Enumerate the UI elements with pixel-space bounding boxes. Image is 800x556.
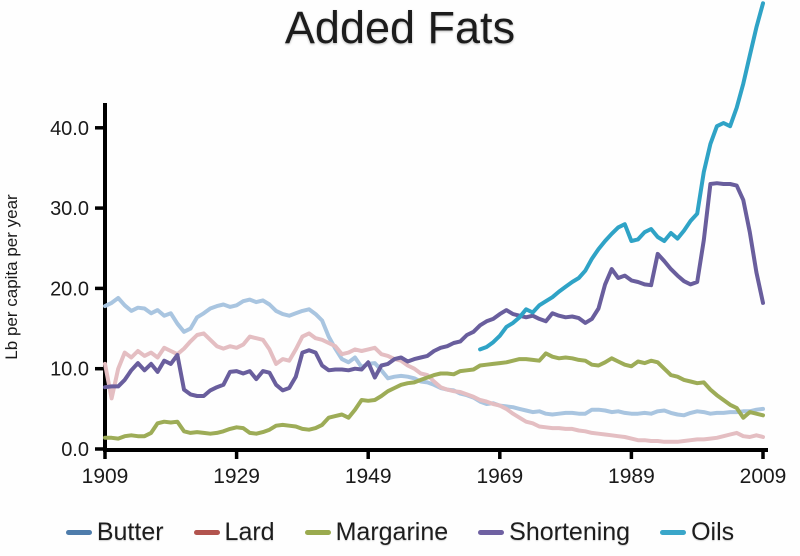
chart-title: Added Fats	[284, 2, 516, 53]
x-tick-label: 1929	[213, 465, 260, 488]
y-axis-title: Lb per capita per year	[2, 194, 21, 360]
y-tick-label: 10.0	[50, 359, 89, 381]
legend-swatch-butter	[65, 529, 92, 535]
x-tick-label: 1949	[345, 465, 392, 488]
series-line-oils	[478, 1, 765, 352]
x-tick-label: 1909	[82, 465, 129, 488]
y-tick-label: 40.0	[50, 118, 89, 140]
y-tick-label: 30.0	[50, 198, 89, 220]
legend-item-shortening: Shortening	[478, 518, 630, 547]
legend-label-lard: Lard	[224, 517, 275, 546]
legend-swatch-lard	[193, 529, 220, 535]
legend-label-shortening: Shortening	[509, 517, 631, 546]
legend-label-margarine: Margarine	[335, 517, 449, 546]
series-line-butter	[103, 296, 765, 418]
x-tick-label: 1989	[608, 465, 655, 488]
legend-label-butter: Butter	[96, 517, 164, 546]
legend-label-oils: Oils	[691, 517, 735, 546]
legend-item-oils: Oils	[660, 518, 734, 547]
y-tick-label: 0.0	[61, 439, 89, 461]
x-tick-label: 2009	[740, 465, 787, 488]
legend-swatch-margarine	[304, 529, 331, 535]
y-tick-label: 20.0	[50, 278, 89, 300]
chart-legend: Butter Lard Margarine Shortening Oils	[0, 511, 800, 553]
legend-swatch-oils	[660, 529, 687, 535]
x-tick-label: 1969	[476, 465, 523, 488]
series-line-margarine	[103, 351, 765, 441]
legend-swatch-shortening	[478, 529, 505, 535]
legend-item-margarine: Margarine	[304, 517, 449, 547]
legend-item-butter: Butter	[65, 517, 164, 547]
legend-item-lard: Lard	[193, 517, 275, 547]
series-line-lard	[103, 331, 765, 444]
series-line-shortening	[103, 181, 765, 398]
